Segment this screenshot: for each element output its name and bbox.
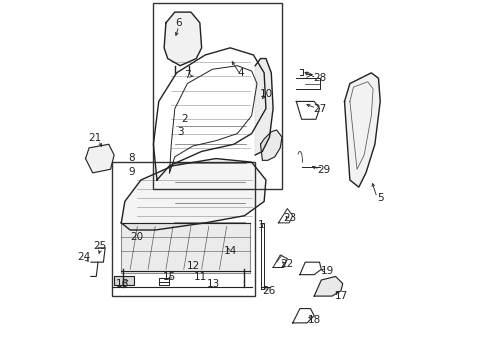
Text: 6: 6	[175, 18, 182, 28]
Text: 5: 5	[376, 193, 383, 203]
Text: 7: 7	[183, 69, 190, 80]
Text: 19: 19	[321, 266, 334, 276]
Text: 10: 10	[259, 89, 272, 99]
Text: 11: 11	[194, 272, 207, 282]
Text: 17: 17	[334, 291, 347, 301]
Text: 29: 29	[317, 165, 330, 175]
Polygon shape	[313, 276, 342, 296]
Text: 3: 3	[177, 127, 183, 137]
Polygon shape	[255, 59, 272, 155]
Bar	[114, 276, 134, 285]
Text: 25: 25	[93, 241, 106, 251]
Text: 18: 18	[307, 315, 321, 325]
Polygon shape	[164, 12, 201, 66]
Text: 12: 12	[187, 261, 200, 271]
Text: 21: 21	[88, 133, 101, 143]
Text: 27: 27	[313, 104, 326, 113]
Text: 13: 13	[206, 279, 220, 289]
Text: 9: 9	[128, 167, 135, 177]
Text: 8: 8	[128, 153, 135, 163]
Text: 26: 26	[262, 286, 275, 296]
Text: 20: 20	[130, 232, 143, 242]
Polygon shape	[85, 144, 114, 173]
Text: 15: 15	[163, 272, 176, 282]
FancyBboxPatch shape	[121, 223, 249, 273]
Text: 23: 23	[283, 213, 296, 223]
Text: 22: 22	[280, 259, 293, 269]
Text: 2: 2	[181, 113, 187, 123]
Polygon shape	[260, 130, 282, 160]
Text: 14: 14	[223, 246, 236, 256]
Text: 28: 28	[313, 73, 326, 83]
Text: 1: 1	[258, 220, 264, 230]
Text: 4: 4	[237, 68, 244, 78]
Text: 16: 16	[116, 279, 129, 289]
Polygon shape	[121, 158, 265, 230]
Text: 24: 24	[77, 252, 90, 262]
Polygon shape	[344, 73, 380, 187]
